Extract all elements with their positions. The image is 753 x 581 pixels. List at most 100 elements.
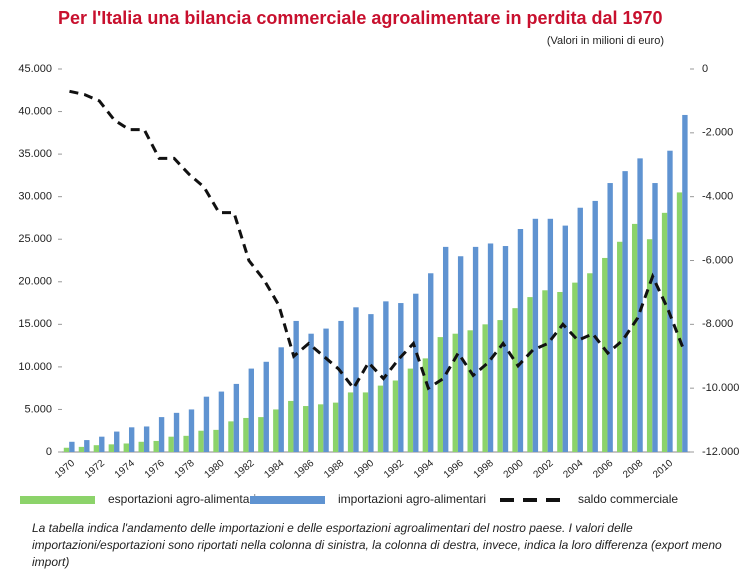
bar xyxy=(592,200,598,452)
bar xyxy=(682,114,688,453)
bar xyxy=(646,239,653,452)
y-tick-label: 20.000 xyxy=(18,276,52,288)
y-tick-label: 15.000 xyxy=(18,318,52,330)
bar xyxy=(398,303,404,452)
bar xyxy=(661,212,668,452)
y2-tick-label: -6.000 xyxy=(702,254,733,266)
y2-tick-label: 0 xyxy=(702,63,708,75)
bar xyxy=(338,320,344,452)
x-tick-label: 1978 xyxy=(173,458,197,481)
bar xyxy=(188,409,195,452)
bar xyxy=(532,218,539,452)
x-tick-label: 1970 xyxy=(53,458,77,481)
legend-label: saldo commerciale xyxy=(578,492,678,506)
y-tick-label: 30.000 xyxy=(18,191,52,203)
line xyxy=(69,89,684,391)
x-tick-label: 1974 xyxy=(113,458,137,481)
bar xyxy=(437,337,443,452)
bar xyxy=(467,330,473,452)
bar xyxy=(78,446,85,452)
bar xyxy=(527,297,533,452)
bar xyxy=(108,444,115,452)
bar xyxy=(308,333,314,452)
bar xyxy=(637,158,643,452)
bar xyxy=(512,308,518,452)
x-tick-label: 1980 xyxy=(203,458,227,481)
bar xyxy=(203,396,210,452)
bar xyxy=(218,391,225,452)
bar xyxy=(84,440,90,452)
bar xyxy=(183,435,189,452)
bar xyxy=(577,207,583,452)
x-tick-label: 1988 xyxy=(322,458,346,481)
bar xyxy=(557,291,563,452)
bar xyxy=(347,392,354,452)
bar xyxy=(158,417,165,452)
bar xyxy=(233,383,240,452)
bar xyxy=(114,431,120,452)
bar xyxy=(248,368,254,452)
legend-swatch xyxy=(20,496,95,504)
bar xyxy=(317,404,324,452)
bar xyxy=(502,246,509,452)
y2-tick-label: -4.000 xyxy=(702,191,733,203)
bar xyxy=(288,400,294,452)
legend-label: importazioni agro-alimentari xyxy=(338,492,486,506)
chart: Per l'Italia una bilancia commerciale ag… xyxy=(18,8,739,506)
x-tick-label: 1984 xyxy=(262,458,286,481)
bar xyxy=(413,293,419,452)
x-tick-label: 1996 xyxy=(442,458,466,481)
bar xyxy=(407,368,414,452)
y-tick-label: 10.000 xyxy=(18,361,52,373)
bar xyxy=(422,358,429,452)
x-tick-label: 1986 xyxy=(292,458,316,481)
y-tick-label: 40.000 xyxy=(18,105,52,117)
bar xyxy=(323,328,329,452)
bar xyxy=(617,241,623,452)
bar xyxy=(607,183,613,452)
bar xyxy=(482,324,488,452)
bar xyxy=(572,282,578,452)
x-tick-label: 1998 xyxy=(472,458,496,481)
bar xyxy=(123,443,129,452)
bar xyxy=(631,223,638,452)
bar xyxy=(228,421,234,452)
x-tick-label: 1972 xyxy=(83,458,107,481)
bar xyxy=(332,402,339,452)
x-tick-label: 2006 xyxy=(591,458,615,481)
note: La tabella indica l'andamento delle impo… xyxy=(32,521,722,569)
bar xyxy=(392,380,399,452)
y2-tick-label: -12.000 xyxy=(702,446,739,458)
bar xyxy=(278,347,284,452)
bar xyxy=(138,441,144,452)
bar xyxy=(69,441,75,452)
bar xyxy=(428,273,434,452)
bar xyxy=(487,243,494,452)
bar xyxy=(602,257,608,452)
bar xyxy=(353,307,359,452)
bar xyxy=(168,436,174,452)
x-tick-label: 2004 xyxy=(561,458,585,481)
bar xyxy=(293,320,299,452)
y2-tick-label: -10.000 xyxy=(702,382,739,394)
bar xyxy=(213,429,219,452)
bar xyxy=(93,445,100,452)
x-tick-label: 2010 xyxy=(651,458,675,481)
bar xyxy=(377,385,384,452)
bar xyxy=(258,417,264,452)
bar xyxy=(63,447,70,452)
bar xyxy=(143,426,150,452)
bar xyxy=(562,225,568,452)
bar xyxy=(667,150,673,452)
y-tick-label: 25.000 xyxy=(18,233,52,245)
legend-swatch xyxy=(250,496,325,504)
bar xyxy=(273,409,279,452)
bar xyxy=(452,333,458,452)
bar xyxy=(676,192,683,452)
x-tick-label: 2002 xyxy=(531,458,555,481)
bar xyxy=(362,392,369,452)
y-tick-label: 35.000 xyxy=(18,148,52,160)
bar xyxy=(303,406,309,452)
bar xyxy=(368,314,374,452)
